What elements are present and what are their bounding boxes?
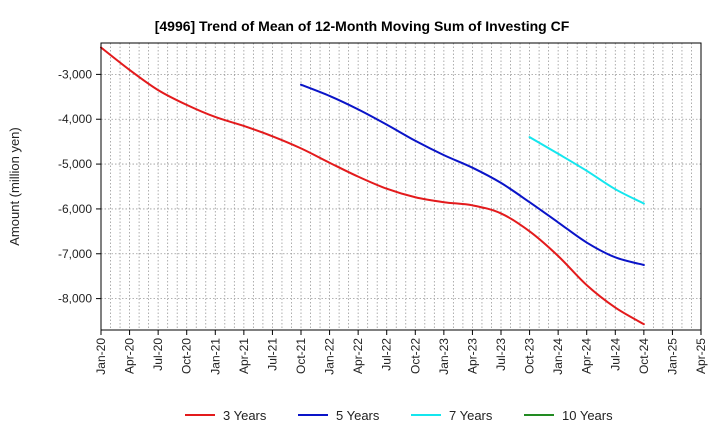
x-tick-label: Oct-23 — [523, 338, 537, 374]
x-tick-label: Oct-21 — [294, 338, 308, 374]
x-tick-label: Jan-22 — [323, 338, 337, 375]
x-tick-label: Apr-23 — [465, 338, 479, 374]
x-tick-label: Jul-22 — [380, 338, 394, 371]
plot-frame — [100, 42, 702, 331]
chart-title: [4996] Trend of Mean of 12-Month Moving … — [155, 18, 570, 34]
x-tick-label: Apr-20 — [123, 338, 137, 374]
legend-label-10-years: 10 Years — [562, 408, 613, 423]
x-tick-label: Jan-21 — [208, 338, 222, 375]
legend-label-3-years: 3 Years — [223, 408, 267, 423]
y-tick-label: -5,000 — [58, 157, 92, 171]
x-tick-label: Oct-22 — [408, 338, 422, 374]
x-tick-label: Apr-21 — [237, 338, 251, 374]
y-axis-label: Amount (million yen) — [7, 127, 22, 246]
y-tick-label: -8,000 — [58, 292, 92, 306]
x-tick-label: Jan-24 — [551, 338, 565, 375]
x-tick-label: Jul-21 — [265, 338, 279, 371]
x-tick-label: Apr-24 — [580, 338, 594, 374]
y-tick-label: -6,000 — [58, 202, 92, 216]
x-tick-label: Jul-24 — [608, 338, 622, 371]
y-tick-label: -4,000 — [58, 112, 92, 126]
y-tick-label: -3,000 — [58, 67, 92, 81]
x-tick-label: Oct-24 — [637, 338, 651, 374]
x-axis: Jan-20 Apr-20 Jul-20 Oct-20 Jan-21 Apr-21 Jul-… — [94, 330, 708, 375]
x-tick-label: Jan-25 — [665, 338, 679, 375]
y-tick-label: -7,000 — [58, 247, 92, 261]
x-tick-label: Jul-20 — [151, 338, 165, 371]
y-axis: -3,000 -4,000 -5,000 -6,000 -7,000 -8,000 — [58, 67, 101, 306]
x-tick-label: Apr-25 — [694, 338, 708, 374]
x-tick-label: Jul-23 — [494, 338, 508, 371]
series-line-7-years — [528, 136, 645, 205]
legend-label-5-years: 5 Years — [336, 408, 380, 423]
series-layer — [100, 46, 645, 326]
grid — [100, 43, 702, 330]
x-tick-label: Oct-20 — [180, 338, 194, 374]
legend-label-7-years: 7 Years — [449, 408, 493, 423]
series-line-5-years — [300, 83, 645, 266]
x-tick-label: Jan-23 — [437, 338, 451, 375]
x-tick-label: Jan-20 — [94, 338, 108, 375]
legend: 3 Years 5 Years 7 Years 10 Years — [185, 408, 613, 423]
series-line-3-years — [100, 46, 645, 326]
x-tick-label: Apr-22 — [351, 338, 365, 374]
